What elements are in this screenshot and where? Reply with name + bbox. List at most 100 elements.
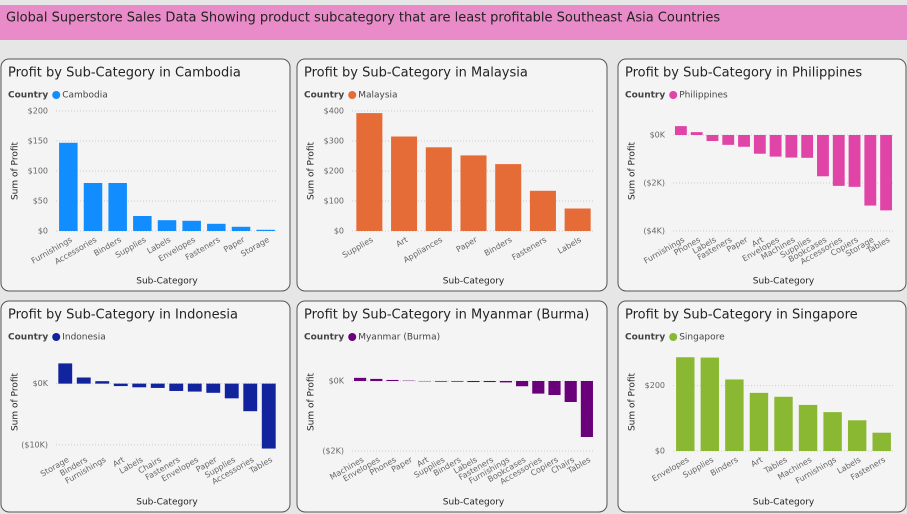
bar (169, 383, 184, 391)
x-axis-label: Sub-Category (443, 277, 505, 287)
legend-title: Country (304, 333, 344, 343)
bar (676, 357, 695, 451)
bar (58, 363, 73, 384)
bar (700, 357, 720, 451)
legend-swatch (348, 91, 357, 99)
bar (451, 381, 464, 382)
bar (564, 208, 591, 231)
bar (798, 404, 818, 451)
y-tick-label: $0K (329, 377, 345, 386)
bar (157, 220, 177, 231)
bar (749, 392, 769, 451)
bar (725, 379, 744, 451)
bar (495, 164, 522, 231)
bar (59, 142, 78, 231)
panel (0, 300, 291, 513)
bar (95, 381, 110, 384)
bar (133, 216, 152, 231)
bar (182, 220, 201, 231)
chart-title: Profit by Sub-Category in Singapore (625, 308, 858, 323)
legend-label: Indonesia (62, 333, 106, 343)
bar (864, 135, 877, 206)
y-axis-label: Sum of Profit (307, 373, 317, 432)
bar (722, 135, 735, 145)
y-tick-label: $100 (28, 167, 48, 176)
y-tick-label: $200 (28, 107, 48, 116)
legend-title: Country (8, 91, 48, 101)
panel (0, 58, 291, 292)
x-axis-label: Sub-Category (753, 277, 815, 287)
legend-title: Country (625, 333, 665, 343)
panel (617, 58, 907, 292)
bar (769, 135, 782, 157)
bar (872, 432, 891, 451)
bar (690, 132, 703, 135)
y-tick-label: ($2K) (322, 447, 344, 456)
legend-label: Myanmar (Burma) (358, 333, 440, 343)
bar (231, 226, 251, 231)
y-tick-label: ($2K) (643, 179, 665, 188)
bar (738, 135, 750, 147)
bar (880, 135, 893, 211)
legend-swatch (669, 333, 678, 341)
legend-swatch (348, 333, 357, 341)
bar (261, 383, 276, 449)
bar (386, 379, 399, 381)
bar (785, 135, 798, 158)
bar (499, 381, 512, 383)
bar (848, 135, 861, 187)
y-tick-label: $200 (324, 167, 344, 176)
bar (847, 420, 867, 451)
bar (132, 383, 147, 388)
bar (460, 155, 487, 231)
legend-title: Country (304, 91, 344, 101)
banner (0, 5, 907, 40)
bar (774, 396, 793, 451)
bar (187, 383, 202, 392)
chart-title: Profit by Sub-Category in Malaysia (304, 66, 528, 81)
bar (356, 113, 383, 231)
bar (580, 381, 593, 437)
y-tick-label: ($10K) (21, 440, 48, 449)
legend-label: Philippines (679, 91, 728, 101)
legend-label: Singapore (679, 333, 725, 343)
bar (483, 381, 496, 383)
y-axis-label: Sum of Profit (11, 142, 21, 201)
banner-title: Global Superstore Sales Data Showing pro… (6, 11, 720, 26)
y-tick-label: $0 (334, 227, 344, 236)
y-tick-label: $0 (655, 447, 665, 456)
y-axis-label: Sum of Profit (628, 373, 638, 432)
bar (113, 383, 128, 387)
chart-title: Profit by Sub-Category in Philippines (625, 66, 862, 81)
bar (564, 381, 577, 402)
bar (83, 183, 103, 231)
bar (532, 381, 545, 394)
x-axis-label: Sub-Category (136, 498, 198, 508)
bar (529, 190, 556, 231)
bar (435, 381, 448, 382)
bar (224, 383, 239, 399)
bar (256, 229, 275, 231)
y-tick-label: $300 (324, 137, 344, 146)
legend-label: Malaysia (358, 91, 397, 101)
chart-title: Profit by Sub-Category in Myanmar (Burma… (304, 308, 589, 323)
bar (425, 147, 452, 231)
panel (296, 300, 608, 513)
bar (516, 381, 529, 387)
bar (243, 383, 258, 412)
y-axis-label: Sum of Profit (628, 142, 638, 201)
bar (801, 135, 814, 158)
chart-title: Profit by Sub-Category in Indonesia (8, 308, 238, 323)
y-tick-label: $50 (33, 197, 48, 206)
bar (150, 383, 165, 388)
bar (817, 135, 829, 177)
bar (674, 126, 687, 135)
bar (207, 223, 226, 231)
legend-title: Country (8, 333, 48, 343)
x-axis-label: Sub-Category (136, 277, 198, 287)
bar (370, 378, 383, 381)
bar (832, 135, 845, 186)
y-axis-label: Sum of Profit (11, 373, 21, 432)
